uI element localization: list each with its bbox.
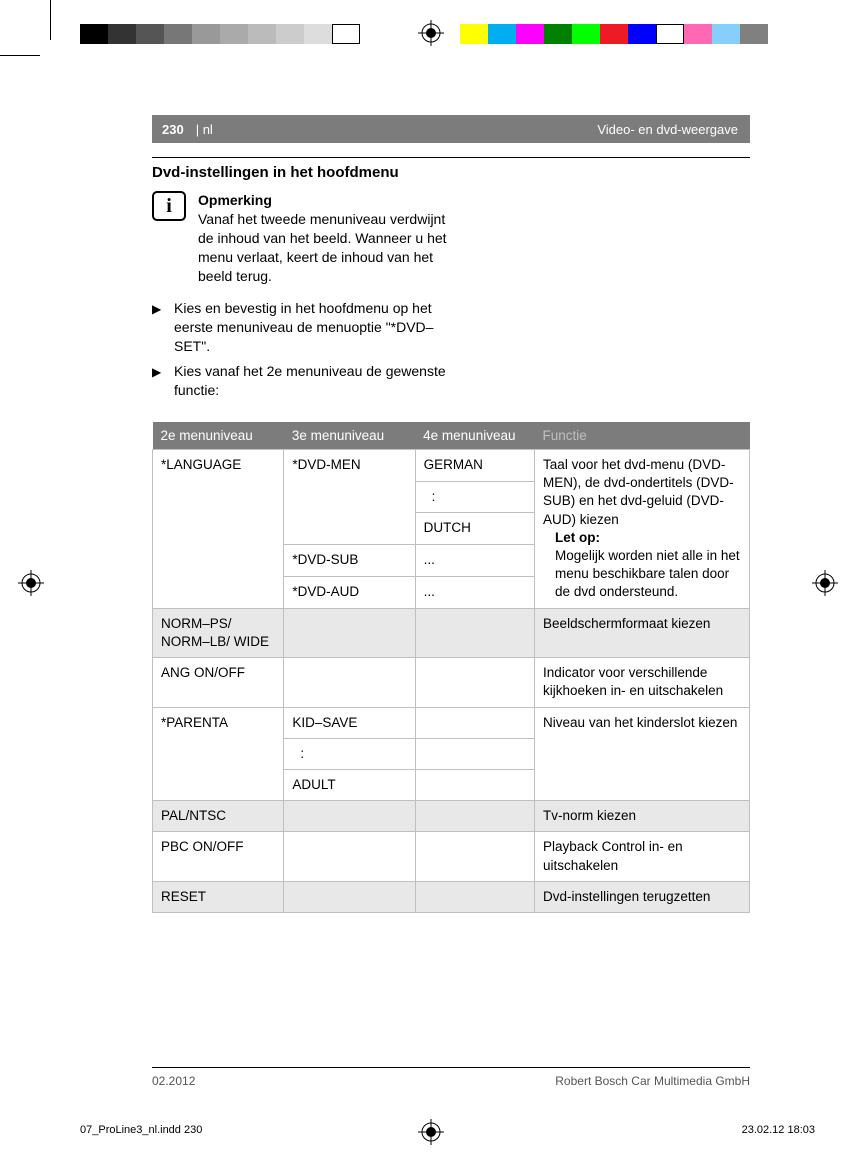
- registration-mark-icon: [812, 570, 838, 596]
- cell: PBC ON/OFF: [153, 832, 284, 881]
- cell: DUTCH: [415, 513, 534, 545]
- footer-company: Robert Bosch Car Multimedia GmbH: [555, 1074, 750, 1088]
- cell: GERMAN: [415, 449, 534, 481]
- slug-date: 23.02.12 18:03: [742, 1124, 815, 1136]
- color-swatch-bar: [460, 24, 768, 44]
- footer-date: 02.2012: [152, 1074, 195, 1088]
- th-level2: 2e menuniveau: [153, 422, 284, 450]
- cell: RESET: [153, 881, 284, 912]
- cell: Niveau van het kinderslot kiezen: [535, 707, 750, 801]
- cell: [415, 658, 534, 707]
- cell: [415, 608, 534, 657]
- cell: ...: [415, 545, 534, 577]
- cell: [415, 881, 534, 912]
- note-title: Opmerking: [198, 192, 272, 208]
- bullet-text: Kies en bevestig in het hoofdmenu op het…: [174, 299, 452, 356]
- print-slug: 07_ProLine3_nl.indd 230 23.02.12 18:03: [80, 1124, 815, 1136]
- cell: :: [284, 738, 415, 769]
- bullet-text: Kies vanaf het 2e menuniveau de gewenste…: [174, 362, 452, 400]
- th-function: Functie: [535, 422, 750, 450]
- dvd-settings-table: 2e menuniveau 3e menuniveau 4e menunivea…: [152, 422, 750, 913]
- cell: *LANGUAGE: [153, 449, 284, 608]
- running-header: 230 | nl Video- en dvd-weergave: [152, 115, 750, 143]
- registration-mark-icon: [18, 570, 44, 596]
- cell: *DVD-AUD: [284, 576, 415, 608]
- cell: Playback Control in- en uitschakelen: [535, 832, 750, 881]
- cell: Beeldschermformaat kiezen: [535, 608, 750, 657]
- cell: KID–SAVE: [284, 707, 415, 738]
- cell: [415, 707, 534, 738]
- bullet-marker-icon: ▶: [152, 362, 162, 400]
- cell: Taal voor het dvd-menu (DVD-MEN), de dvd…: [535, 449, 750, 608]
- grey-swatch-bar: [80, 24, 360, 44]
- cell: PAL/NTSC: [153, 801, 284, 832]
- note-body: Vanaf het tweede menuniveau verdwijnt de…: [198, 211, 447, 284]
- cell: *DVD-SUB: [284, 545, 415, 577]
- info-icon: i: [152, 191, 186, 221]
- page-footer: 02.2012 Robert Bosch Car Multimedia GmbH: [152, 1067, 750, 1088]
- cell: ANG ON/OFF: [153, 658, 284, 707]
- cell: ADULT: [284, 769, 415, 800]
- cell: [415, 801, 534, 832]
- cell: NORM–PS/ NORM–LB/ WIDE: [153, 608, 284, 657]
- header-lang: | nl: [194, 122, 213, 137]
- cell: [415, 832, 534, 881]
- th-level4: 4e menuniveau: [415, 422, 534, 450]
- section-heading: Dvd-instellingen in het hoofdmenu: [152, 164, 750, 181]
- cell: [284, 608, 415, 657]
- cell: Dvd-instellingen terugzetten: [535, 881, 750, 912]
- slug-file: 07_ProLine3_nl.indd 230: [80, 1124, 202, 1136]
- registration-mark-icon: [418, 20, 444, 46]
- cell: [284, 801, 415, 832]
- bullet-marker-icon: ▶: [152, 299, 162, 356]
- cell: ...: [415, 576, 534, 608]
- cell: [284, 881, 415, 912]
- cell: :: [415, 481, 534, 513]
- page-number: 230: [152, 122, 194, 137]
- header-section: Video- en dvd-weergave: [597, 122, 750, 137]
- th-level3: 3e menuniveau: [284, 422, 415, 450]
- cell: [415, 769, 534, 800]
- cell: Indicator voor verschillende kijkhoeken …: [535, 658, 750, 707]
- cell: [415, 738, 534, 769]
- cell: *DVD-MEN: [284, 449, 415, 544]
- cell: [284, 658, 415, 707]
- cell: *PARENTA: [153, 707, 284, 801]
- cell: Tv-norm kiezen: [535, 801, 750, 832]
- instruction-list: ▶Kies en bevestig in het hoofdmenu op he…: [152, 299, 452, 399]
- cell: [284, 832, 415, 881]
- divider: [152, 157, 750, 158]
